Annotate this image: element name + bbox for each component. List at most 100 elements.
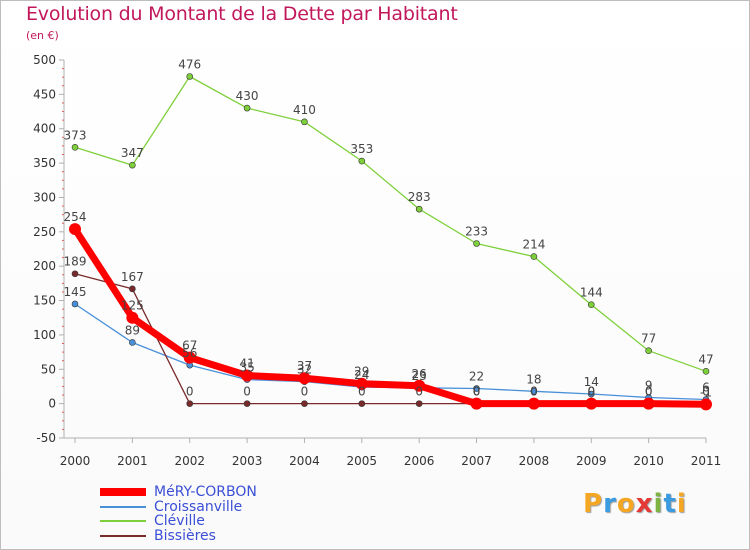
- data-label: 145: [64, 285, 87, 299]
- x-tick-label: 2003: [232, 454, 263, 468]
- data-label: 0: [473, 385, 481, 399]
- data-point: [642, 397, 655, 410]
- data-point: [129, 339, 136, 346]
- data-point: [71, 143, 79, 151]
- data-label: 0: [587, 385, 595, 399]
- logo-letter: P: [583, 489, 604, 519]
- data-label: 14: [584, 375, 599, 389]
- data-label: 24: [354, 368, 369, 382]
- data-label: 189: [64, 255, 87, 269]
- y-tick-label: 350: [33, 156, 56, 170]
- data-point: [645, 347, 652, 355]
- data-point: [530, 387, 538, 395]
- x-tick-label: 2004: [289, 454, 320, 468]
- data-label: 430: [236, 89, 259, 103]
- data-label: 23: [412, 369, 427, 383]
- data-label: 373: [64, 128, 87, 142]
- data-point: [415, 400, 423, 407]
- y-tick-label: 50: [41, 362, 56, 376]
- data-label: 125: [121, 299, 144, 313]
- data-label: 0: [530, 385, 538, 399]
- data-point: [186, 73, 194, 80]
- data-point: [129, 161, 136, 169]
- data-label: 0: [587, 385, 595, 399]
- legend-item: MéRY-CORBON: [100, 485, 257, 500]
- data-point: [527, 397, 540, 410]
- data-label: 347: [121, 146, 144, 160]
- data-label: 37: [297, 359, 312, 373]
- x-tick-label: 2005: [347, 454, 378, 468]
- legend-label: Croissanville: [154, 498, 243, 515]
- logo-letter: r: [603, 489, 617, 519]
- data-point: [301, 118, 308, 126]
- legend-item: Croissanville: [100, 498, 257, 515]
- chart-title: Evolution du Montant de la Dette par Hab…: [26, 3, 458, 25]
- data-point: [126, 311, 139, 324]
- data-point: [530, 253, 538, 260]
- series-layer: [69, 73, 712, 411]
- data-point: [358, 400, 366, 407]
- data-label: 0: [702, 385, 710, 399]
- data-label: 0: [358, 385, 366, 399]
- data-point: [702, 368, 710, 375]
- y-tick-label: 400: [33, 122, 56, 136]
- data-point: [473, 385, 480, 392]
- data-point: [243, 400, 251, 407]
- data-label: 0: [473, 385, 481, 399]
- x-tick-label: 2010: [633, 454, 664, 468]
- series-line: [74, 75, 707, 372]
- data-label: 0: [186, 385, 194, 399]
- data-label: 0: [243, 385, 251, 399]
- logo-letter: o: [616, 489, 636, 519]
- data-label: 6: [702, 381, 710, 395]
- legend-swatch: [100, 505, 146, 508]
- x-tick-label: 2000: [60, 454, 91, 468]
- data-point: [298, 372, 311, 385]
- logo-letter: i: [676, 489, 687, 519]
- legend: MéRY-CORBON Croissanville Cléville Bissière…: [100, 485, 257, 543]
- data-label: 9: [645, 378, 653, 392]
- data-point: [243, 104, 251, 112]
- x-tick-label: 2007: [461, 454, 492, 468]
- data-label: 89: [125, 323, 140, 337]
- data-label: 18: [526, 372, 541, 386]
- legend-item: Bissières: [100, 528, 257, 544]
- proxiti-logo: Proxiti: [583, 489, 687, 519]
- data-labels: 3733474764304103532832332141447747145895…: [64, 57, 714, 399]
- data-point: [71, 270, 79, 278]
- y-tick-label: 0: [48, 397, 56, 411]
- legend-label: MéRY-CORBON: [154, 484, 257, 500]
- data-point: [355, 377, 368, 390]
- data-point: [186, 400, 194, 407]
- legend-swatch: [100, 534, 146, 537]
- x-tick-label: 2008: [519, 454, 550, 468]
- data-point: [301, 400, 308, 407]
- y-tick-label: 450: [33, 87, 56, 101]
- data-label: 29: [354, 365, 369, 379]
- data-label: 22: [469, 370, 484, 384]
- y-tick-label: 200: [33, 259, 56, 273]
- data-label: -1: [700, 385, 712, 399]
- data-label: 77: [641, 332, 656, 346]
- legend-label: Cléville: [154, 513, 205, 529]
- data-label: 67: [182, 339, 197, 353]
- data-label: 0: [415, 385, 423, 399]
- data-point: [358, 157, 366, 165]
- data-label: 0: [645, 385, 653, 399]
- data-point: [413, 379, 426, 392]
- data-label: 0: [301, 385, 309, 399]
- logo-letter: t: [663, 489, 677, 519]
- data-point: [183, 351, 196, 364]
- data-label: 233: [465, 225, 488, 239]
- data-point: [69, 223, 81, 236]
- data-label: 353: [350, 142, 373, 156]
- data-label: 254: [64, 210, 87, 224]
- y-tick-label: 300: [33, 190, 56, 204]
- data-label: 47: [698, 352, 713, 366]
- data-point: [241, 369, 254, 382]
- data-label: 214: [522, 238, 545, 252]
- data-label: 144: [580, 286, 603, 300]
